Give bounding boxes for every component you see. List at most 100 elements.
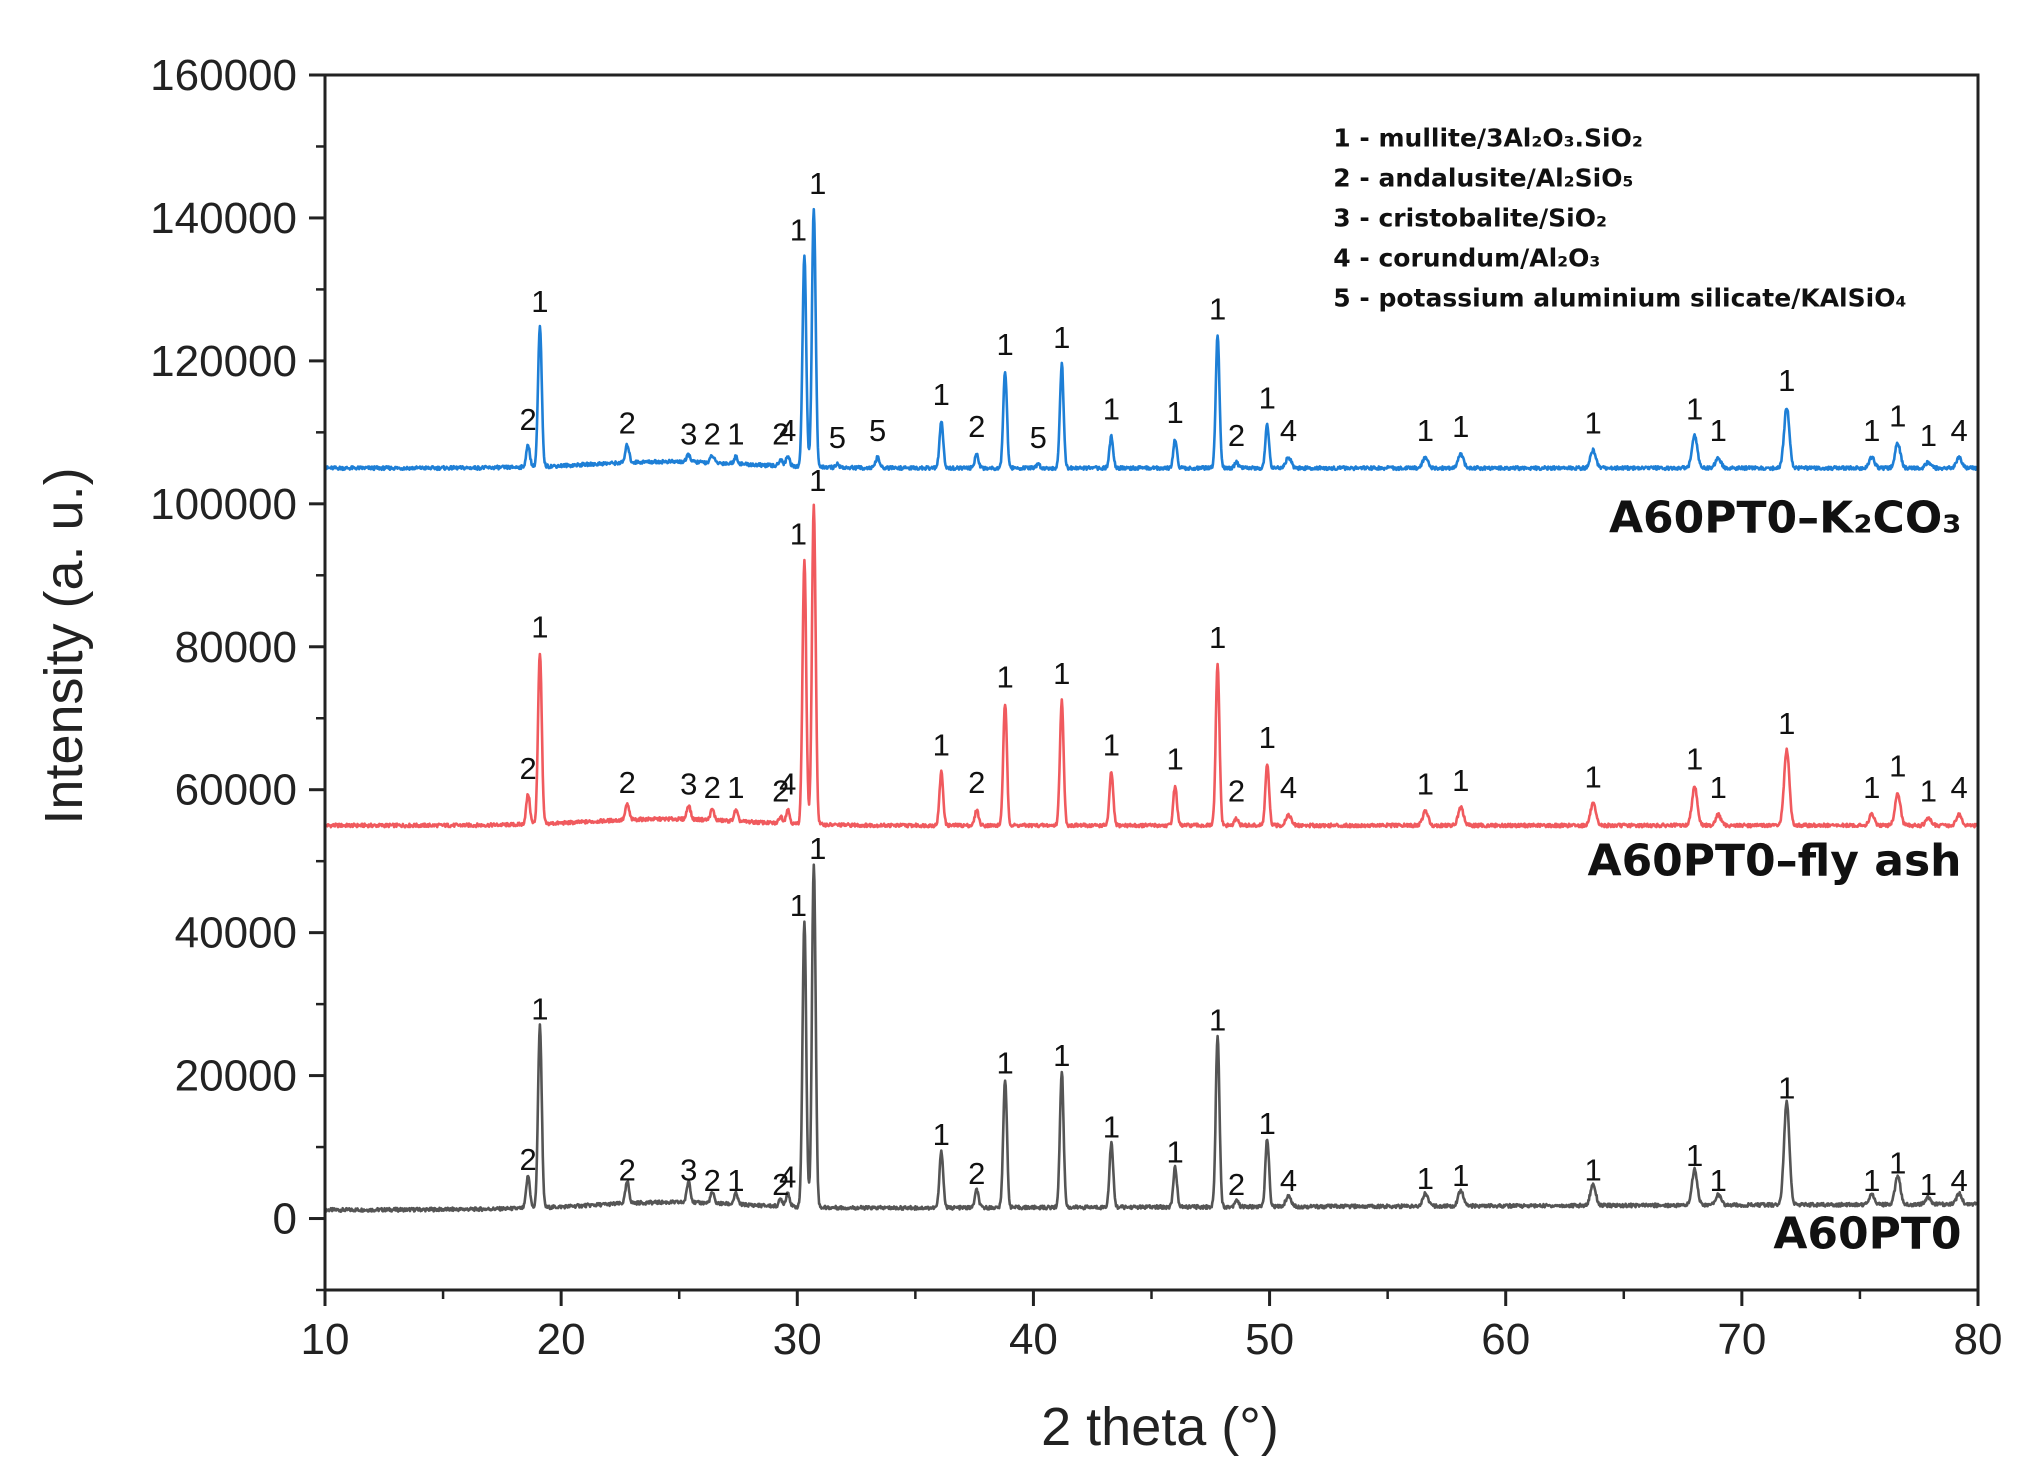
peak-label: 4 (1280, 770, 1297, 805)
y-tick-label: 60000 (175, 766, 297, 815)
series-layer (323, 207, 1980, 1213)
y-tick-label: 0 (273, 1195, 297, 1244)
peak-label: 2 (772, 1167, 789, 1202)
x-tick-label: 10 (301, 1315, 350, 1364)
peak-label: 2 (1228, 774, 1245, 809)
peak-label: 1 (1166, 742, 1183, 777)
legend: 1 - mullite/3Al₂O₃.SiO₂ 2 - andalusite/Al… (1333, 124, 1906, 313)
peak-label: 1 (1584, 1153, 1601, 1188)
peak-label: 1 (1778, 363, 1795, 398)
x-tick-label: 20 (537, 1315, 586, 1364)
peak-label: 1 (1920, 1167, 1937, 1202)
peak-label: 1 (1053, 656, 1070, 691)
peak-label: 2 (619, 406, 636, 441)
series-name-label: A60PT0–fly ash (1588, 836, 1962, 887)
peak-label: 2 (968, 765, 985, 800)
peak-label: 3 (680, 767, 697, 802)
peak-label: 1 (727, 416, 744, 451)
peak-label: 1 (1053, 1038, 1070, 1073)
peak-label: 1 (1452, 1158, 1469, 1193)
peak-label: 2 (519, 402, 536, 437)
peak-label: 1 (933, 1117, 950, 1152)
peak-label: 1 (1103, 391, 1120, 426)
peak-label: 1 (1584, 759, 1601, 794)
peak-label: 1 (1452, 409, 1469, 444)
peak-label: 4 (1950, 770, 1967, 805)
peak-label: 1 (809, 831, 826, 866)
y-tick-label: 80000 (175, 623, 297, 672)
series-line-2 (324, 207, 1980, 472)
x-tick-label: 40 (1009, 1315, 1058, 1364)
peak-label: 1 (1209, 620, 1226, 655)
peak-label: 2 (519, 1142, 536, 1177)
peak-label: 1 (1686, 391, 1703, 426)
x-axis-title: 2 theta (°) (1041, 1397, 1279, 1457)
peak-label: 1 (790, 213, 807, 248)
x-tick-label: 70 (1717, 1315, 1766, 1364)
peak-label: 1 (1863, 770, 1880, 805)
peak-label: 1 (1686, 742, 1703, 777)
peak-label: 1 (531, 992, 548, 1027)
peak-label: 1 (933, 727, 950, 762)
peak-label: 4 (1950, 413, 1967, 448)
peak-label: 1 (1166, 1135, 1183, 1170)
peak-label: 3 (680, 1153, 697, 1188)
x-tick-label: 30 (773, 1315, 822, 1364)
peak-label: 1 (727, 1163, 744, 1198)
peak-label: 1 (1920, 418, 1937, 453)
peak-label: 1 (1417, 413, 1434, 448)
peak-label: 5 (869, 413, 886, 448)
y-tick-label: 120000 (150, 337, 297, 386)
peak-label: 2 (772, 416, 789, 451)
peak-label: 1 (1053, 320, 1070, 355)
x-tick-label: 80 (1954, 1315, 2003, 1364)
peak-label: 5 (1030, 420, 1047, 455)
y-tick-label: 100000 (150, 480, 297, 529)
peak-label: 1 (1863, 413, 1880, 448)
y-axis-title: Intensity (a. u.) (34, 467, 94, 824)
peak-label: 5 (829, 420, 846, 455)
peak-label: 1 (1889, 399, 1906, 434)
peak-label: 1 (531, 609, 548, 644)
peak-label: 1 (809, 463, 826, 498)
peak-label: 4 (1950, 1163, 1967, 1198)
x-tick-label: 50 (1245, 1315, 1294, 1364)
series-line-1 (323, 503, 1980, 829)
peak-label: 1 (790, 888, 807, 923)
peak-label: 1 (1710, 770, 1727, 805)
peak-label: 2 (519, 751, 536, 786)
peak-label: 1 (996, 659, 1013, 694)
peak-label: 1 (1259, 1106, 1276, 1141)
peak-label: 2 (968, 1156, 985, 1191)
y-tick-label: 160000 (150, 51, 297, 100)
peak-label: 1 (1710, 413, 1727, 448)
peak-label: 4 (1280, 1163, 1297, 1198)
legend-item-4: 4 - corundum/Al₂O₃ (1333, 244, 1600, 273)
peak-label: 2 (704, 416, 721, 451)
legend-item-5: 5 - potassium aluminium silicate/KAlSiO₄ (1333, 284, 1906, 313)
peak-label: 1 (933, 377, 950, 412)
peak-label: 1 (1259, 720, 1276, 755)
peak-label: 1 (996, 1045, 1013, 1080)
y-tick-label: 40000 (175, 909, 297, 958)
peak-label: 2 (1228, 1167, 1245, 1202)
y-tick-label: 140000 (150, 194, 297, 243)
peak-label: 2 (704, 770, 721, 805)
peak-label: 2 (619, 1153, 636, 1188)
peak-label: 2 (772, 774, 789, 809)
peak-label: 1 (1259, 381, 1276, 416)
peak-label: 1 (1452, 763, 1469, 798)
peak-label: 1 (790, 516, 807, 551)
peak-label: 2 (1228, 418, 1245, 453)
legend-item-2: 2 - andalusite/Al₂SiO₅ (1333, 164, 1633, 193)
peak-label: 2 (968, 409, 985, 444)
peak-label: 1 (531, 284, 548, 319)
x-tick-label: 60 (1481, 1315, 1530, 1364)
peak-label: 1 (1417, 767, 1434, 802)
axes-layer: 10 20 30 40 50 60 70 80 0 20000 40000 60000 80000 100… (150, 51, 2002, 1364)
peak-label: 3 (680, 416, 697, 451)
legend-item-1: 1 - mullite/3Al₂O₃.SiO₂ (1333, 124, 1643, 153)
peak-label: 1 (1778, 1070, 1795, 1105)
